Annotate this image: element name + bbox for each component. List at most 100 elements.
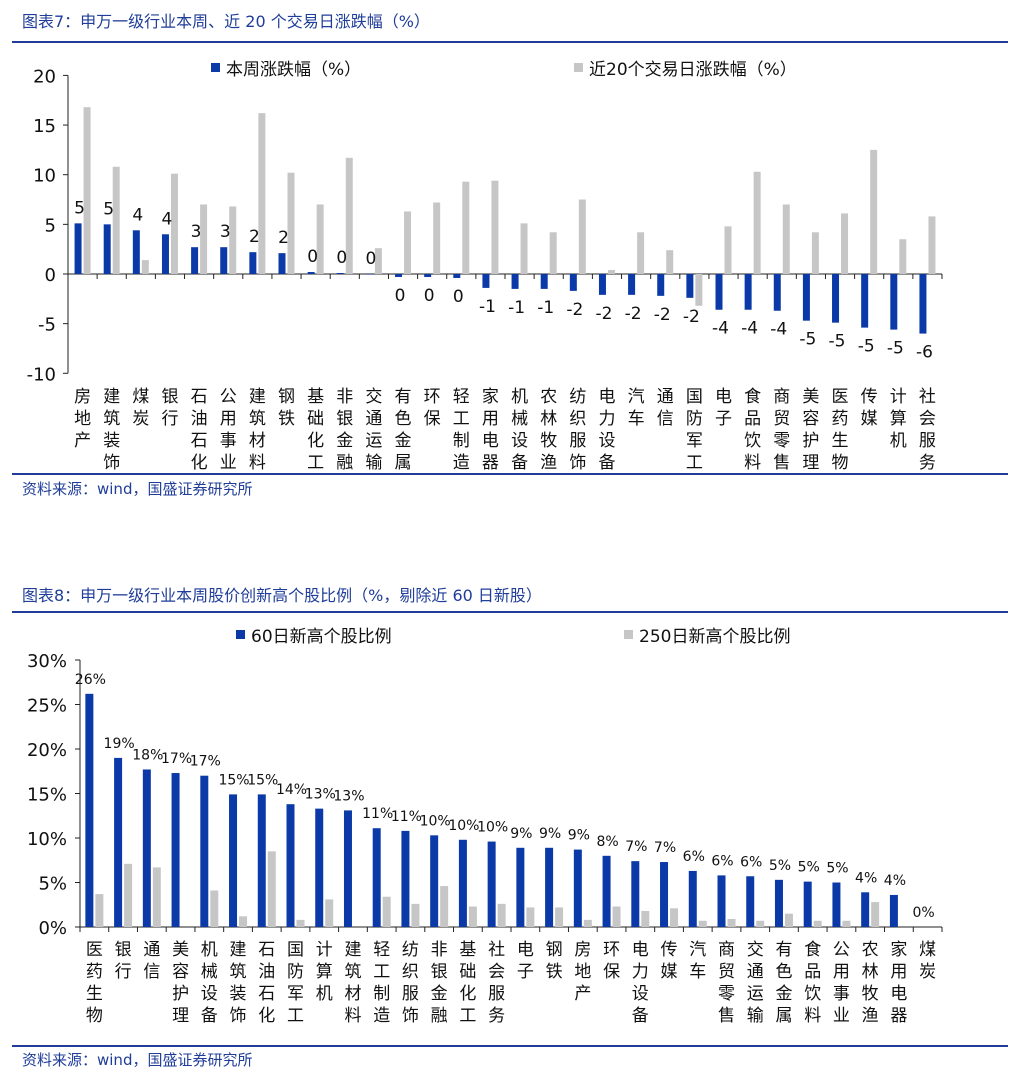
data-label: -4	[770, 320, 787, 340]
bar-60day-high	[774, 879, 783, 927]
category-label: 建筑材料	[344, 940, 361, 1026]
data-label: 10%	[477, 820, 508, 836]
category-label: 汽车	[628, 387, 645, 429]
data-label: 3	[191, 222, 202, 242]
bar-60day-high	[372, 828, 381, 927]
data-label: 7%	[625, 839, 647, 855]
bar-60day-high	[803, 881, 812, 927]
bar-250day-high	[124, 863, 133, 927]
bar-20day	[404, 211, 412, 274]
bar-20day	[374, 248, 382, 274]
data-label: 8%	[596, 834, 618, 850]
bar-20day	[753, 171, 761, 274]
bar-20day	[345, 157, 353, 274]
category-label: 房地产	[574, 940, 591, 1004]
category-label: 社会服务	[919, 387, 936, 473]
data-label: 4%	[884, 873, 906, 889]
data-label: -5	[799, 330, 816, 350]
bar-60day-high	[343, 810, 352, 927]
category-label: 公用事业	[220, 387, 237, 473]
category-label: 电子	[517, 940, 534, 982]
data-label: 11%	[362, 806, 393, 822]
bar-20day	[316, 204, 324, 274]
category-label: 商贸零售	[718, 940, 735, 1026]
legend-label-20day: 近20个交易日涨跌幅（%）	[589, 60, 797, 80]
bar-60day-high	[746, 876, 755, 927]
data-label: 6%	[683, 849, 705, 865]
bar-250day-high	[784, 913, 793, 927]
data-label: 15%	[218, 772, 249, 788]
y-tick-label: 0%	[38, 918, 67, 939]
data-label: 5%	[798, 860, 820, 876]
bar-250day-high	[526, 907, 535, 927]
category-label: 计算机	[890, 387, 907, 451]
bar-250day-high	[641, 910, 650, 927]
bar-20day	[141, 260, 149, 274]
data-label: 15%	[247, 772, 278, 788]
bar-weekly	[919, 274, 927, 334]
category-label: 食品饮料	[804, 940, 821, 1026]
category-label: 公用事业	[833, 940, 850, 1026]
category-label: 环保	[424, 387, 441, 429]
data-label: 7%	[654, 840, 676, 856]
bar-20day	[899, 239, 907, 274]
y-tick-label: 10	[33, 166, 56, 187]
bar-60day-high	[257, 794, 266, 927]
bar-weekly	[744, 274, 752, 310]
bar-weekly	[132, 230, 140, 274]
bar-weekly	[424, 274, 432, 277]
bar-60day-high	[889, 894, 898, 927]
category-label: 计算机	[316, 940, 333, 1004]
y-tick-label: 20%	[27, 740, 67, 761]
data-label: 4	[132, 205, 143, 225]
bar-20day	[83, 107, 91, 275]
data-label: 5	[103, 199, 114, 219]
bar-250day-high	[239, 916, 248, 927]
category-label: 美容护理	[802, 387, 819, 473]
bar-weekly	[540, 274, 548, 289]
bar-250day-high	[756, 920, 765, 927]
bar-weekly	[686, 274, 694, 298]
bar-20day	[258, 113, 266, 274]
data-label: 13%	[305, 787, 336, 803]
category-label: 轻工制造	[453, 387, 470, 473]
category-label: 机械设备	[511, 387, 528, 473]
bar-250day-high	[497, 903, 506, 927]
bar-60day-high	[229, 794, 238, 927]
category-label: 建筑装饰	[230, 940, 247, 1026]
data-label: -5	[829, 332, 846, 352]
category-label: 建筑材料	[249, 387, 266, 473]
category-label: 社会服务	[488, 940, 505, 1026]
data-label: 6%	[740, 854, 762, 870]
data-label: 2	[278, 228, 289, 248]
category-label: 电力设备	[632, 940, 649, 1026]
category-label: 银行	[115, 940, 132, 982]
category-label: 家用电器	[482, 387, 499, 473]
category-label: 石油石化	[191, 387, 208, 473]
category-label: 通信	[143, 940, 160, 982]
data-label: 11%	[391, 809, 422, 825]
figure8-top-rule	[12, 611, 1008, 613]
bar-20day	[782, 204, 790, 274]
bar-20day	[200, 204, 208, 274]
bar-weekly	[802, 274, 810, 321]
category-label: 煤炭	[919, 940, 936, 982]
bar-250day-high	[296, 919, 305, 927]
y-tick-label: 5	[45, 215, 56, 236]
bar-250day-high	[813, 920, 822, 927]
bar-250day-high	[727, 918, 736, 927]
bar-weekly	[861, 274, 869, 328]
bar-20day	[607, 270, 615, 274]
bar-250day-high	[95, 894, 104, 927]
bar-weekly	[715, 274, 723, 310]
category-label: 美容护理	[172, 940, 189, 1026]
category-label: 交通运输	[365, 387, 382, 473]
data-label: 26%	[75, 672, 106, 688]
category-label: 电力设备	[598, 387, 615, 473]
category-label: 建筑装饰	[103, 387, 120, 473]
legend-label-60day: 60日新高个股比例	[251, 627, 392, 647]
bar-weekly	[191, 247, 199, 274]
bar-weekly	[336, 273, 344, 274]
bar-60day-high	[573, 849, 582, 927]
